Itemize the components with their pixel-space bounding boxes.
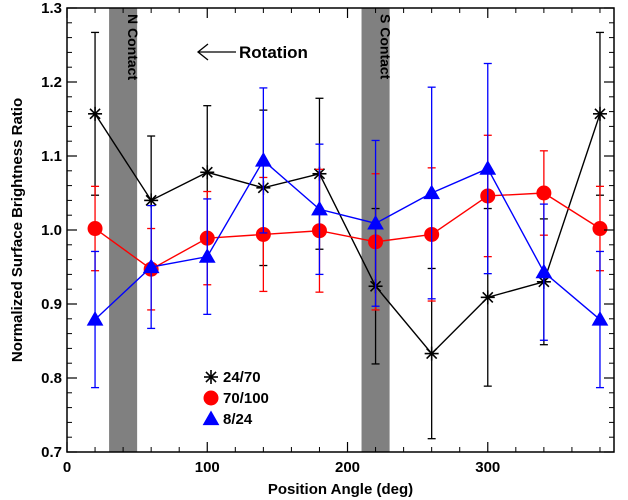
data-point-stroke xyxy=(482,291,494,303)
contact-band-0 xyxy=(109,8,138,452)
series-2 xyxy=(86,62,609,389)
axis-ticks: 0 100 200 300 0.7 0.8 0.9 1.0 1.1 1.2 1.3 xyxy=(41,0,614,476)
data-point xyxy=(592,106,607,121)
x-tick-label: 300 xyxy=(475,459,500,476)
y-tick-label: 0.8 xyxy=(41,370,62,387)
data-point-stroke xyxy=(201,166,213,178)
series-1 xyxy=(87,134,608,311)
y-tick-label: 1.1 xyxy=(41,148,62,165)
y-tick-label: 1.3 xyxy=(41,0,62,17)
series-0 xyxy=(88,31,607,440)
data-point-stroke xyxy=(145,194,157,207)
series-line-0 xyxy=(94,113,601,355)
series-line-1 xyxy=(94,192,601,271)
data-point xyxy=(88,106,103,121)
x-tick-label: 200 xyxy=(335,459,360,476)
data-point xyxy=(423,184,441,200)
rotation-annotation: Rotation xyxy=(196,43,308,62)
series-line-2 xyxy=(94,159,601,321)
legend-label-2: 8/24 xyxy=(223,411,253,428)
rotation-label: Rotation xyxy=(239,43,308,62)
legend-label-1: 70/100 xyxy=(223,390,269,407)
data-point xyxy=(535,263,553,279)
data-point xyxy=(86,311,104,326)
data-point-stroke xyxy=(89,108,101,120)
data-point xyxy=(254,151,272,167)
legend-marker-2 xyxy=(202,410,220,426)
data-point-stroke xyxy=(594,108,606,120)
x-tick-label: 100 xyxy=(195,459,220,476)
data-point xyxy=(142,258,160,274)
y-tick-label: 1.0 xyxy=(41,222,62,239)
data-point xyxy=(591,311,609,326)
legend-marker-0-stroke xyxy=(205,371,217,383)
y-axis-label: Normalized Surface Brightness Ratio xyxy=(9,98,26,362)
x-axis-label: Position Angle (deg) xyxy=(268,481,413,498)
y-tick-label: 0.9 xyxy=(41,296,62,313)
y-tick-label: 1.2 xyxy=(41,74,62,91)
data-point xyxy=(480,290,495,305)
plot-frame xyxy=(66,7,615,453)
data-point xyxy=(198,248,216,263)
data-point xyxy=(200,165,215,180)
data-point xyxy=(87,221,103,237)
legend-marker-0 xyxy=(204,370,218,384)
data-point xyxy=(424,346,439,361)
x-tick-label: 0 xyxy=(63,459,71,476)
y-tick-label: 0.7 xyxy=(41,444,62,461)
legend-marker-1 xyxy=(203,390,219,406)
data-point xyxy=(479,160,497,175)
data-series xyxy=(86,31,609,440)
data-point xyxy=(536,185,552,201)
legend: 24/70 70/100 8/24 xyxy=(202,369,269,428)
data-point xyxy=(367,214,384,230)
rotation-arrow-head xyxy=(196,43,209,61)
data-point xyxy=(311,200,328,216)
data-point-stroke xyxy=(426,347,438,360)
legend-label-0: 24/70 xyxy=(223,369,261,386)
data-point xyxy=(592,221,608,237)
contact-band-label-1: S Contact xyxy=(378,14,394,80)
contact-band-label-0: N Contact xyxy=(125,14,141,80)
